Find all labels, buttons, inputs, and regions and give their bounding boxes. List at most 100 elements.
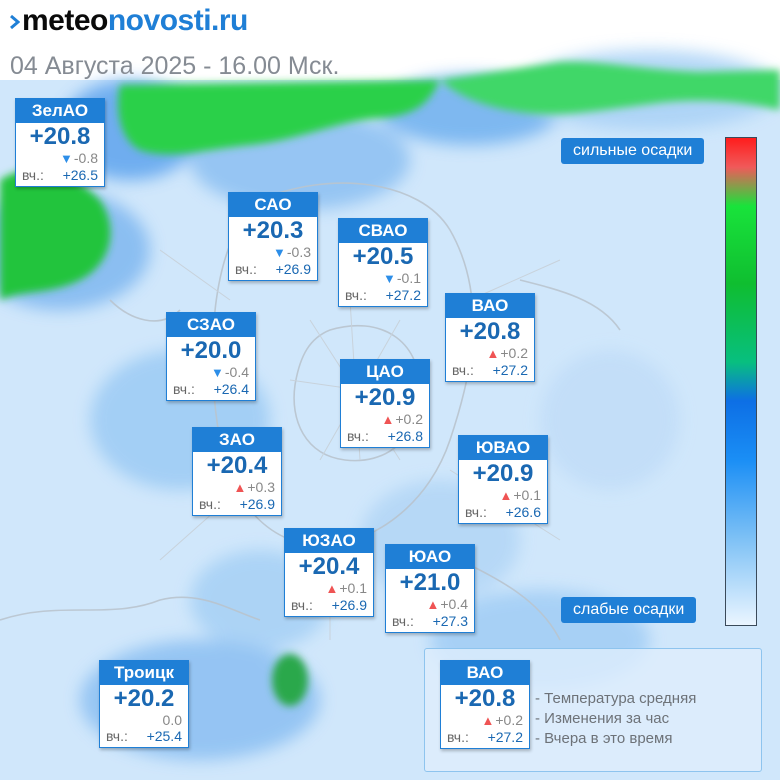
down-triangle-icon: ▼ xyxy=(60,151,73,166)
yesterday-value: +26.9 xyxy=(239,496,275,512)
district-temperature: +20.8 xyxy=(459,318,521,345)
change-value: +0.4 xyxy=(440,596,468,612)
legend-panel: ВАО +20.8 ▲+0.2 вч.: +27.2 - Температура … xyxy=(424,648,762,772)
down-triangle-icon: ▼ xyxy=(383,271,396,286)
legend-item-yesterday: - Вчера в это время xyxy=(535,730,673,747)
up-triangle-icon: ▲ xyxy=(426,597,440,612)
yesterday-label: вч.: xyxy=(22,167,44,183)
district-temperature: +21.0 xyxy=(399,569,461,596)
change-value: -0.8 xyxy=(73,150,98,166)
district-name: Троицк xyxy=(100,661,188,685)
yesterday-value: +27.2 xyxy=(487,729,523,745)
yesterday-value: +26.5 xyxy=(62,167,98,183)
district-name: САО xyxy=(229,193,317,217)
district-card-svao: СВАО +20.5 ▼-0.1 вч.: +27.2 xyxy=(338,218,428,307)
yesterday-row: вч.: +27.2 xyxy=(339,287,427,306)
yesterday-label: вч.: xyxy=(173,381,195,397)
yesterday-value: +26.4 xyxy=(213,381,249,397)
hourly-change: ▲+0.4 xyxy=(386,596,474,613)
yesterday-label: вч.: xyxy=(235,261,257,277)
district-card-zelao: ЗелАО +20.8 ▼-0.8 вч.: +26.5 xyxy=(15,98,105,187)
yesterday-label: вч.: xyxy=(199,496,221,512)
yesterday-label: вч.: xyxy=(291,597,313,613)
district-card-sao: САО +20.3 ▼-0.3 вч.: +26.9 xyxy=(228,192,318,281)
district-temperature: +20.5 xyxy=(352,243,414,270)
brand-meteo: meteo xyxy=(22,4,108,37)
yesterday-row: вч.: +26.9 xyxy=(285,597,373,616)
up-triangle-icon: ▲ xyxy=(486,346,500,361)
district-temperature: +20.8 xyxy=(29,123,91,150)
district-name: ЗАО xyxy=(193,428,281,452)
yesterday-row: вч.: +26.4 xyxy=(167,381,255,400)
district-temperature: +20.4 xyxy=(206,452,268,479)
change-value: -0.3 xyxy=(286,244,311,260)
hourly-change: ▼-0.3 xyxy=(229,244,317,261)
up-triangle-icon: ▲ xyxy=(481,713,495,728)
yesterday-row: вч.: +27.2 xyxy=(446,362,534,381)
hourly-change: ▲+0.2 xyxy=(446,345,534,362)
yesterday-row: вч.: +26.5 xyxy=(16,167,104,186)
change-value: +0.1 xyxy=(513,487,541,503)
yesterday-value: +26.9 xyxy=(275,261,311,277)
hourly-change: ▼-0.8 xyxy=(16,150,104,167)
up-triangle-icon: ▲ xyxy=(381,412,395,427)
yesterday-row: вч.: +26.9 xyxy=(229,261,317,280)
district-temperature: +20.0 xyxy=(180,337,242,364)
district-name: ЦАО xyxy=(341,360,429,384)
yesterday-row: вч.: +25.4 xyxy=(100,728,188,747)
yesterday-label: вч.: xyxy=(345,287,367,303)
district-card-yuvao: ЮВАО +20.9 ▲+0.1 вч.: +26.6 xyxy=(458,435,548,524)
district-name: ВАО xyxy=(441,661,529,685)
district-name: СЗАО xyxy=(167,313,255,337)
hourly-change: 0.0 xyxy=(100,712,188,728)
legend-sample-card: ВАО +20.8 ▲+0.2 вч.: +27.2 xyxy=(440,660,530,749)
district-card-vao: ВАО +20.8 ▲+0.2 вч.: +27.2 xyxy=(445,293,535,382)
yesterday-label: вч.: xyxy=(452,362,474,378)
up-triangle-icon: ▲ xyxy=(233,480,247,495)
yesterday-row: вч.: +26.6 xyxy=(459,504,547,523)
change-value: +0.1 xyxy=(339,580,367,596)
up-triangle-icon: ▲ xyxy=(499,488,513,503)
hourly-change: ▲+0.3 xyxy=(193,479,281,496)
legend-item-change: - Изменения за час xyxy=(535,710,670,727)
district-card-yuao: ЮАО +21.0 ▲+0.4 вч.: +27.3 xyxy=(385,544,475,633)
district-name: ЗелАО xyxy=(16,99,104,123)
brand-novosti: novosti.ru xyxy=(107,4,249,37)
district-name: СВАО xyxy=(339,219,427,243)
change-value: -0.4 xyxy=(224,364,249,380)
district-temperature: +20.9 xyxy=(354,384,416,411)
district-temperature: +20.4 xyxy=(298,553,360,580)
district-name: ЮАО xyxy=(386,545,474,569)
change-value: +0.2 xyxy=(500,345,528,361)
yesterday-label: вч.: xyxy=(392,613,414,629)
yesterday-row: вч.: +26.9 xyxy=(193,496,281,515)
district-card-yuzao: ЮЗАО +20.4 ▲+0.1 вч.: +26.9 xyxy=(284,528,374,617)
change-value: 0.0 xyxy=(162,712,182,728)
district-temperature: +20.8 xyxy=(454,685,516,712)
scale-label-heavy: сильные осадки xyxy=(561,138,705,164)
yesterday-row: вч.: +27.3 xyxy=(386,613,474,632)
site-logo: meteonovosti.ru xyxy=(10,4,248,38)
district-temperature: +20.3 xyxy=(242,217,304,244)
yesterday-value: +26.6 xyxy=(505,504,541,520)
change-value: +0.2 xyxy=(395,411,423,427)
district-temperature: +20.2 xyxy=(113,685,175,712)
up-triangle-icon: ▲ xyxy=(325,581,339,596)
hourly-change: ▼-0.4 xyxy=(167,364,255,381)
yesterday-value: +27.2 xyxy=(385,287,421,303)
district-card-szao: СЗАО +20.0 ▼-0.4 вч.: +26.4 xyxy=(166,312,256,401)
forecast-datetime: 04 Августа 2025 - 16.00 Мск. xyxy=(10,52,340,80)
district-name: ВАО xyxy=(446,294,534,318)
legend-item-temperature: - Температура средняя xyxy=(535,690,697,707)
hourly-change: ▲+0.1 xyxy=(285,580,373,597)
change-value: +0.2 xyxy=(495,712,523,728)
down-triangle-icon: ▼ xyxy=(211,365,224,380)
hourly-change: ▲+0.2 xyxy=(441,712,529,729)
precipitation-scale-bar xyxy=(725,137,757,626)
yesterday-label: вч.: xyxy=(465,504,487,520)
hourly-change: ▼-0.1 xyxy=(339,270,427,287)
district-card-cao: ЦАО +20.9 ▲+0.2 вч.: +26.8 xyxy=(340,359,430,448)
district-card-zao: ЗАО +20.4 ▲+0.3 вч.: +26.9 xyxy=(192,427,282,516)
